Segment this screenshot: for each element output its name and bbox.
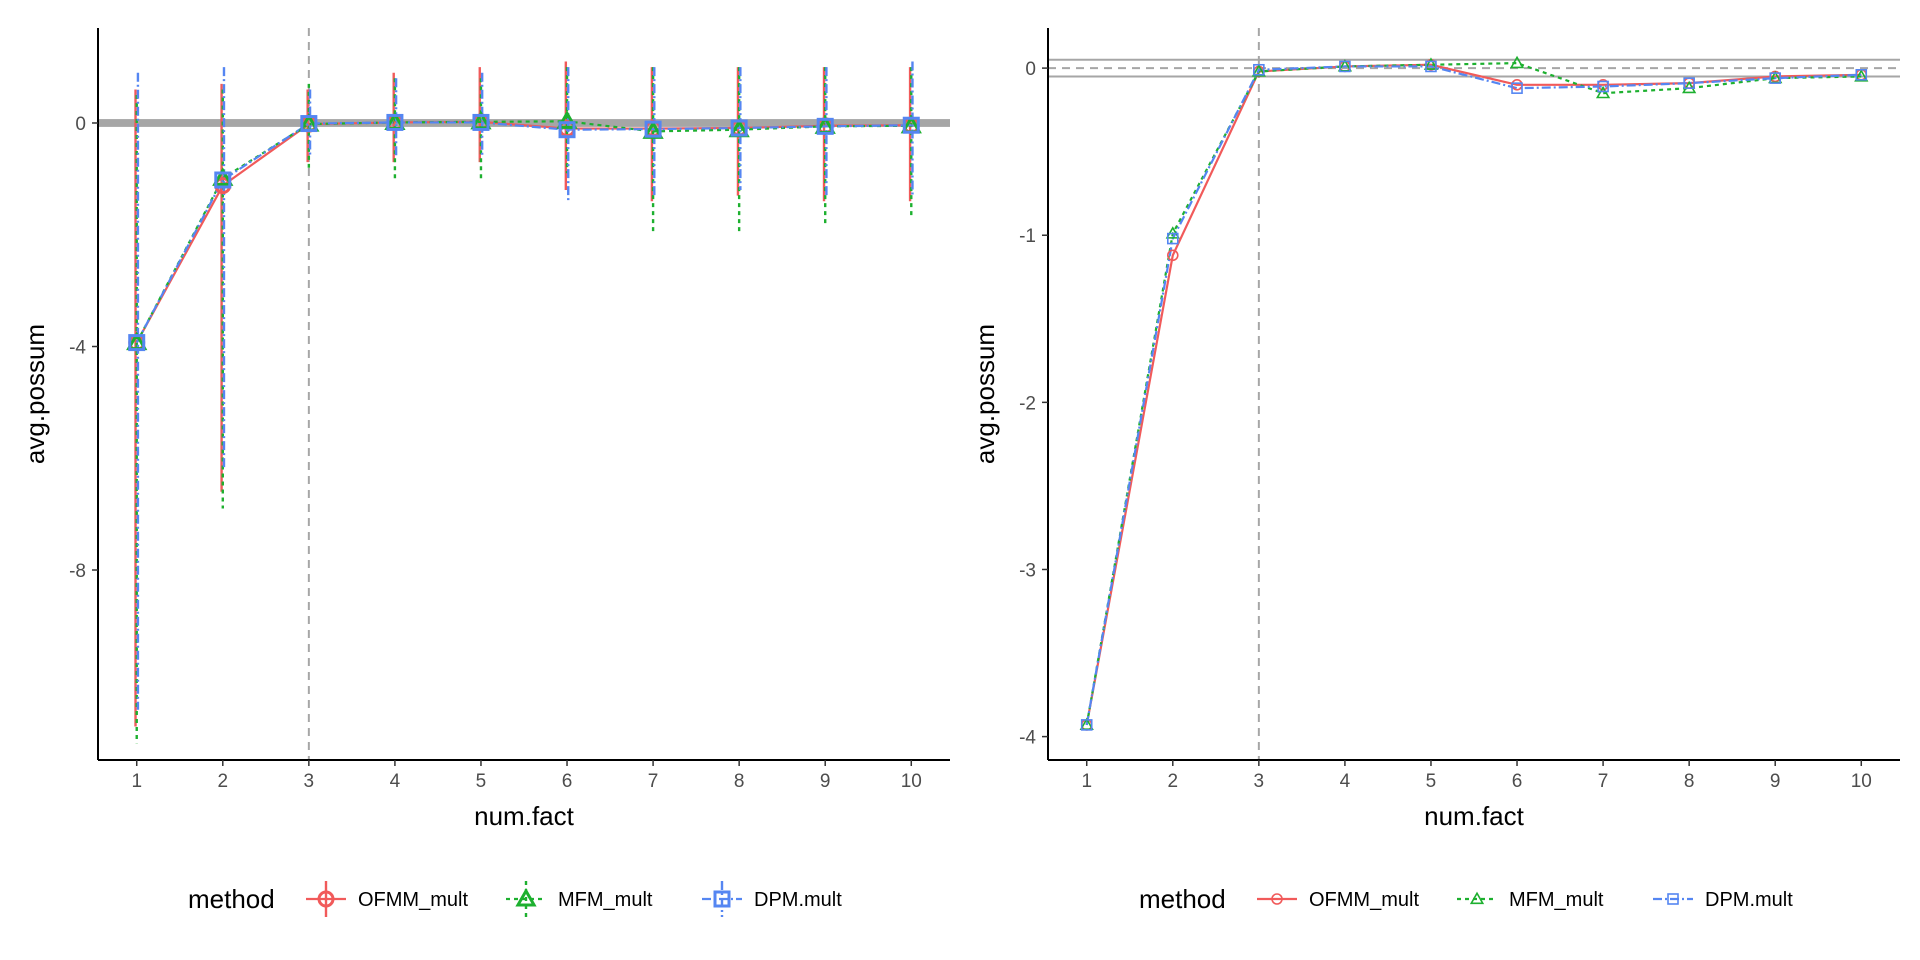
- x-axis-title: num.fact: [474, 801, 574, 831]
- x-tick-label: 6: [1512, 771, 1523, 792]
- legend-key-marker: [1469, 891, 1485, 905]
- y-tick-label: -4: [69, 338, 86, 359]
- legend-item: OFMM_mult: [1257, 889, 1419, 911]
- legend-item: MFM_mult: [1457, 889, 1604, 911]
- data-point: [556, 110, 578, 129]
- x-tick-label: 6: [562, 771, 573, 792]
- y-tick-label: -8: [69, 561, 86, 582]
- series-line: [135, 120, 912, 344]
- legend: method OFMM_mult MFM_mult DPM.mult: [188, 881, 842, 917]
- x-tick-label: 2: [217, 771, 228, 792]
- series-line: [1085, 61, 1862, 726]
- data-point: [212, 167, 234, 186]
- x-tick-label: 1: [1081, 771, 1092, 792]
- data-point: [1597, 80, 1609, 93]
- legend-title: method: [1139, 884, 1226, 914]
- data-point: [1166, 249, 1179, 262]
- x-tick-label: 8: [1684, 771, 1695, 792]
- y-tick-label: -3: [1019, 560, 1036, 581]
- data-point: [902, 116, 920, 134]
- legend-label: OFMM_mult: [1309, 889, 1419, 911]
- data-point: [386, 113, 404, 131]
- data-point: [1595, 85, 1611, 99]
- x-tick-label: 10: [1851, 771, 1872, 792]
- x-tick-label: 7: [648, 771, 659, 792]
- legend-key-marker: [1271, 893, 1283, 905]
- data-point: [1251, 64, 1266, 77]
- x-tick-label: 2: [1167, 771, 1178, 792]
- data-point: [1509, 55, 1525, 69]
- data-point: [300, 115, 318, 133]
- legend-item: OFMM_mult: [306, 881, 468, 917]
- data-point: [470, 110, 492, 130]
- legend-key-marker: [515, 887, 537, 907]
- legend: method OFMM_mult MFM_mult DPM.mult: [1139, 884, 1793, 914]
- data-point: [1769, 72, 1782, 84]
- data-point: [472, 113, 490, 131]
- data-point: [1683, 77, 1695, 89]
- legend-title: method: [188, 884, 275, 914]
- x-tick-label: 1: [131, 771, 142, 792]
- series-line: [135, 121, 912, 344]
- x-tick-label: 8: [734, 771, 745, 792]
- data-point: [1854, 69, 1869, 82]
- x-tick-label: 9: [820, 771, 831, 792]
- x-tick-label: 5: [476, 771, 487, 792]
- y-tick-label: 0: [75, 114, 86, 135]
- data-point: [1855, 68, 1868, 81]
- y-tick-label: -1: [1019, 226, 1036, 247]
- x-tick-label: 9: [1770, 771, 1781, 792]
- data-point: [558, 121, 576, 139]
- y-tick-label: -2: [1019, 393, 1036, 414]
- panel-right: 1 2 3 4 5 6 7 8 9 10 0 -1 -2 -3 -4 num.fact avg.possum me…: [970, 28, 1900, 914]
- data-point: [1423, 57, 1439, 70]
- legend-label: DPM.mult: [754, 889, 842, 911]
- data-point: [1425, 60, 1437, 73]
- y-tick-label: -4: [1019, 728, 1036, 749]
- x-tick-label: 3: [304, 771, 315, 792]
- legend-label: MFM_mult: [1509, 889, 1604, 911]
- x-tick-label: 7: [1598, 771, 1609, 792]
- data-point: [1253, 63, 1265, 76]
- x-tick-label: 4: [390, 771, 401, 792]
- x-tick-label: 5: [1426, 771, 1437, 792]
- data-point: [214, 171, 232, 189]
- data-point: [644, 120, 662, 138]
- y-tick-label: 0: [1025, 59, 1036, 80]
- data-point: [1080, 719, 1093, 731]
- legend-key-marker: [1667, 893, 1679, 905]
- legend-label: DPM.mult: [1705, 889, 1793, 911]
- data-point: [128, 334, 146, 352]
- x-axis-title: num.fact: [1424, 801, 1524, 831]
- legend-key-marker: [713, 890, 731, 908]
- data-point: [1339, 60, 1351, 73]
- series-line: [1085, 63, 1862, 726]
- reference-band: [98, 119, 950, 127]
- legend-label: OFMM_mult: [358, 889, 468, 911]
- data-point: [730, 119, 748, 137]
- x-tick-label: 10: [901, 771, 922, 792]
- legend-key-marker: [317, 890, 335, 908]
- y-axis-title: avg.possum: [970, 324, 1000, 464]
- data-point: [816, 117, 834, 135]
- legend-item: DPM.mult: [702, 881, 842, 917]
- x-tick-label: 4: [1340, 771, 1351, 792]
- x-tick-label: 3: [1254, 771, 1265, 792]
- data-point: [1511, 82, 1523, 94]
- series-line: [135, 120, 912, 344]
- data-point: [1166, 232, 1179, 245]
- panel-left: 1 2 3 4 5 6 7 8 9 10 0 -4 -8 num.fact avg.possum method…: [20, 28, 950, 917]
- y-axis-title: avg.possum: [20, 324, 50, 464]
- legend-item: DPM.mult: [1653, 889, 1793, 911]
- legend-label: MFM_mult: [558, 889, 653, 911]
- legend-item: MFM_mult: [506, 881, 653, 917]
- series-line: [1085, 65, 1862, 726]
